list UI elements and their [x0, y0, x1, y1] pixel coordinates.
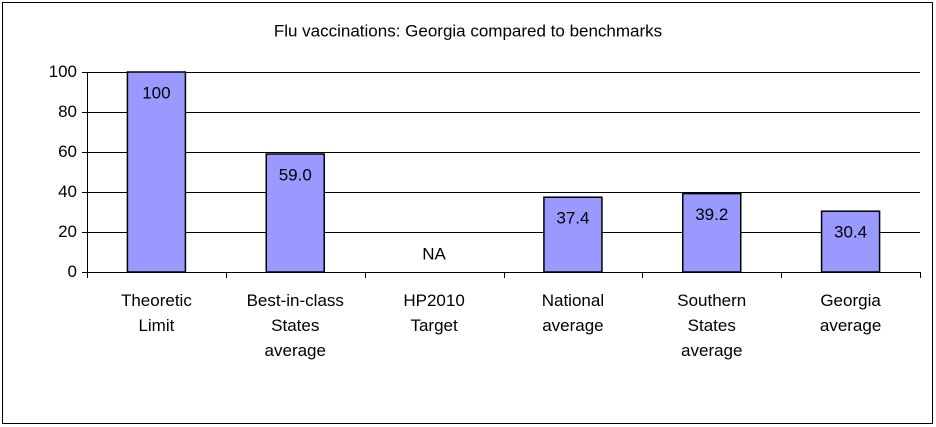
bar: [265, 153, 325, 273]
chart-title: Flu vaccinations: Georgia compared to be…: [274, 21, 662, 40]
value-label: 37.4: [556, 209, 589, 228]
value-label: 30.4: [834, 223, 867, 242]
bar: [682, 192, 742, 273]
x-tick-label: Southern States average: [677, 291, 746, 360]
value-label: 59.0: [279, 165, 312, 184]
x-tick-label: Best-in-class States average: [247, 291, 344, 360]
y-tick-label: 20: [58, 222, 77, 241]
value-label: 100: [142, 83, 170, 102]
value-label: 39.2: [695, 205, 728, 224]
bar: [126, 71, 187, 273]
bar: [543, 196, 603, 273]
x-tick-label: Theoretic Limit: [121, 291, 192, 335]
y-tick-label: 100: [49, 62, 77, 81]
x-tick-label: National average: [542, 291, 604, 335]
y-tick-label: 0: [68, 262, 77, 281]
y-tick-label: 40: [58, 182, 77, 201]
x-tick-label: Georgia average: [820, 291, 882, 335]
value-label: NA: [422, 244, 446, 263]
y-tick-label: 60: [58, 142, 77, 161]
y-tick-label: 80: [58, 102, 77, 121]
x-tick-label: HP2010 Target: [403, 291, 464, 335]
bar: [820, 210, 881, 273]
